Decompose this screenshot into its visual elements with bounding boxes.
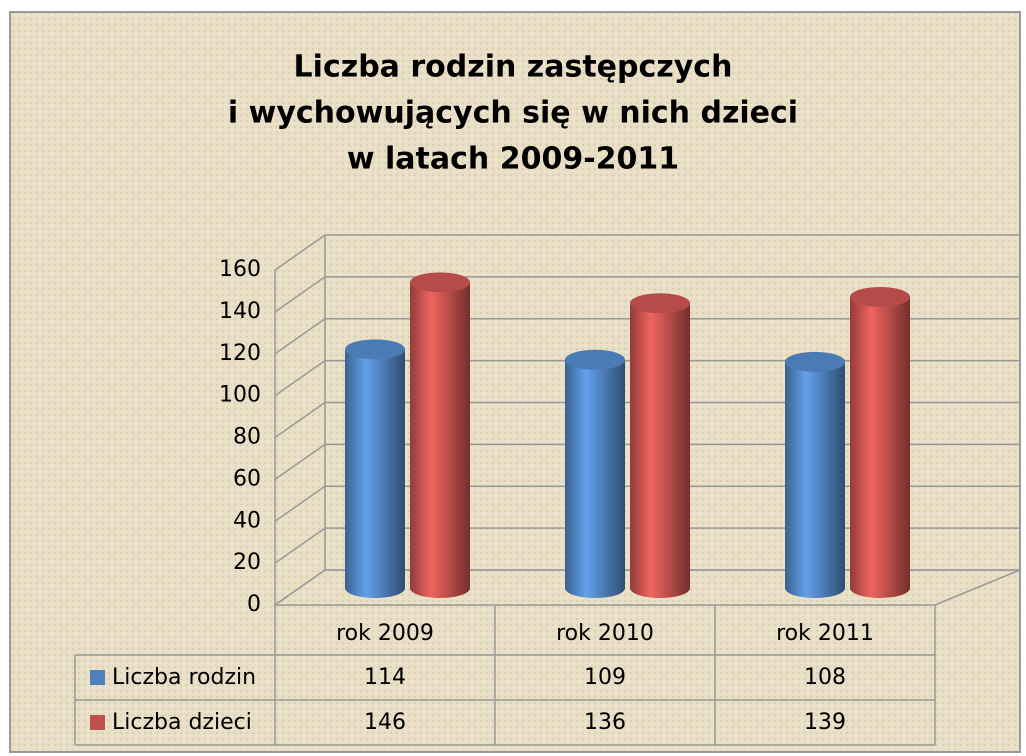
legend-swatch (90, 715, 105, 730)
cylinder-top (345, 339, 405, 360)
x-tick-label: rok 2009 (336, 621, 434, 646)
cylinder-body (630, 303, 690, 598)
cylinder-body (850, 296, 910, 598)
table-value: 109 (584, 665, 626, 690)
y-tick-label: 100 (219, 383, 261, 408)
table-value: 136 (584, 710, 626, 735)
cylinder-body (565, 359, 625, 598)
title-line: w latach 2009-2011 (347, 142, 679, 177)
cylinder-top (410, 272, 470, 293)
y-tick-label: 60 (233, 466, 261, 491)
y-tick-label: 40 (233, 508, 261, 533)
x-tick-label: rok 2010 (556, 621, 654, 646)
y-tick-label: 120 (219, 341, 261, 366)
title-line: i wychowujących się w nich dzieci (228, 96, 798, 131)
y-tick-label: 80 (233, 425, 261, 450)
grid-line (274, 234, 1020, 271)
table-value: 114 (364, 665, 406, 690)
table-value: 146 (364, 710, 406, 735)
cylinder-top (850, 286, 910, 307)
grid-line (274, 276, 1020, 313)
y-tick-label: 140 (219, 299, 261, 324)
x-tick-label: rok 2011 (776, 621, 874, 646)
y-tick-label: 20 (233, 550, 261, 575)
title-line: Liczba rodzin zastępczych (294, 50, 733, 85)
grid-line (274, 318, 1020, 355)
cylinder-body (410, 282, 470, 598)
cylinder-top (565, 349, 625, 370)
legend-label: Liczba rodzin (112, 665, 256, 690)
y-tick-label: 0 (247, 592, 261, 617)
table-value: 108 (804, 665, 846, 690)
y-tick-label: 160 (219, 257, 261, 282)
legend-swatch (90, 670, 105, 685)
legend-label: Liczba dzieci (112, 710, 252, 735)
cylinder-body (785, 361, 845, 598)
cylinder-top (630, 293, 690, 314)
cylinder-body (345, 349, 405, 598)
title: Liczba rodzin zastępczych i wychowujących… (228, 50, 798, 177)
cylinder-top (785, 351, 845, 372)
table-value: 139 (804, 710, 846, 735)
